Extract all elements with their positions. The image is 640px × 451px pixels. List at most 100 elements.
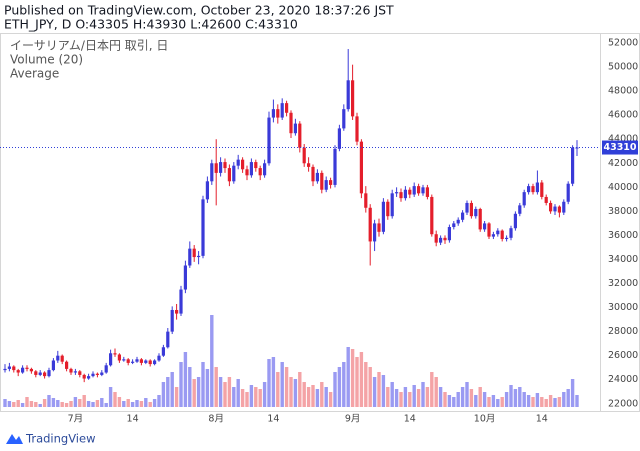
volume-bar (487, 397, 491, 407)
candle-body (381, 201, 385, 232)
volume-bar (82, 395, 86, 407)
volume-bar (170, 372, 174, 407)
volume-bar (408, 392, 412, 407)
candle-body (329, 180, 333, 185)
volume-bar (394, 389, 399, 407)
volume-bar (377, 372, 381, 407)
volume-bar (267, 359, 271, 407)
candle-body (399, 192, 403, 199)
candle-body (109, 353, 113, 366)
candle-body (276, 109, 280, 118)
candle-body (271, 109, 275, 118)
volume-bar (73, 397, 78, 407)
volume-bar (157, 395, 161, 407)
volume-bar (491, 395, 496, 407)
candle-body (496, 230, 500, 235)
volume-bar (496, 399, 500, 407)
volume-bar (166, 377, 170, 407)
chart-title: Published on TradingView.com, October 23… (4, 3, 394, 18)
volume-bar (544, 399, 548, 407)
volume-bar (355, 357, 359, 407)
candle-body (51, 360, 55, 371)
volume-bar (148, 402, 152, 407)
volume-bar (548, 395, 553, 407)
x-tick-label: 14 (404, 414, 416, 425)
volume-bar (196, 377, 201, 407)
volume-bar (47, 395, 51, 407)
y-tick-label: 42000 (608, 158, 638, 169)
volume-bar (509, 385, 513, 407)
volume-bar (254, 387, 258, 407)
volume-bar (372, 377, 377, 407)
volume-bar (117, 397, 122, 407)
y-tick-label: 40000 (608, 182, 638, 193)
volume-bar (152, 399, 157, 407)
candle-body (513, 213, 517, 229)
candle-body (531, 186, 535, 193)
candle-body (38, 372, 42, 375)
volume-bar (298, 372, 302, 407)
volume-bar (553, 398, 557, 407)
y-tick-label: 44000 (608, 134, 638, 145)
candle-body (78, 371, 82, 375)
volume-bar (443, 392, 447, 407)
candle-body (500, 230, 504, 240)
candle-body (175, 309, 179, 314)
volume-bar (95, 400, 100, 407)
candle-body (43, 372, 47, 377)
candle-body (566, 183, 570, 202)
candle-body (307, 163, 311, 167)
candle-body (25, 367, 29, 369)
candle-body (293, 123, 297, 134)
volume-bar (232, 387, 236, 407)
candle-body (324, 180, 328, 190)
candle-body (355, 116, 359, 142)
volume-bar (64, 403, 69, 407)
candle-body (518, 205, 522, 214)
volume-bar (478, 387, 482, 407)
candle-body (126, 359, 130, 363)
volume-bar (421, 382, 425, 407)
candle-body (527, 186, 531, 193)
volume-bar (236, 379, 240, 407)
candle-body (179, 289, 183, 314)
volume-bar (271, 357, 276, 407)
candle-body (505, 237, 509, 240)
candle-body (183, 265, 187, 290)
candle-body (205, 181, 209, 200)
candle-body (214, 163, 218, 173)
brand-logo (6, 434, 23, 444)
candle-body (87, 376, 91, 379)
volume-bar (130, 402, 135, 407)
candle-body (47, 370, 51, 377)
volume-bar (390, 382, 394, 407)
candle-body (236, 159, 240, 166)
volume-bar (328, 392, 333, 407)
candle-body (478, 208, 482, 230)
candle-body (7, 366, 11, 369)
volume-bar (144, 398, 148, 407)
candle-body (153, 360, 157, 365)
volume-bar (108, 387, 113, 407)
candle-body (144, 360, 148, 363)
candle-body (403, 189, 407, 199)
y-tick-label: 48000 (608, 86, 638, 97)
candle-body (390, 193, 394, 217)
candle-body (166, 331, 170, 348)
volume-bar (399, 392, 403, 407)
legend-average: Average (10, 67, 59, 81)
candle-body (342, 109, 346, 129)
volume-bar (69, 401, 73, 407)
volume-bar (562, 392, 566, 407)
legend-volume: Volume (20) (10, 53, 83, 67)
candle-body (197, 255, 201, 258)
volume-bar (540, 397, 544, 407)
candle-body (254, 162, 258, 169)
y-tick-label: 32000 (608, 278, 638, 289)
volume-bar (386, 387, 390, 407)
candle-body (320, 172, 324, 190)
candle-body (34, 371, 38, 375)
candle-body (540, 182, 544, 197)
candle-body (148, 360, 152, 365)
candle-body (452, 223, 456, 228)
